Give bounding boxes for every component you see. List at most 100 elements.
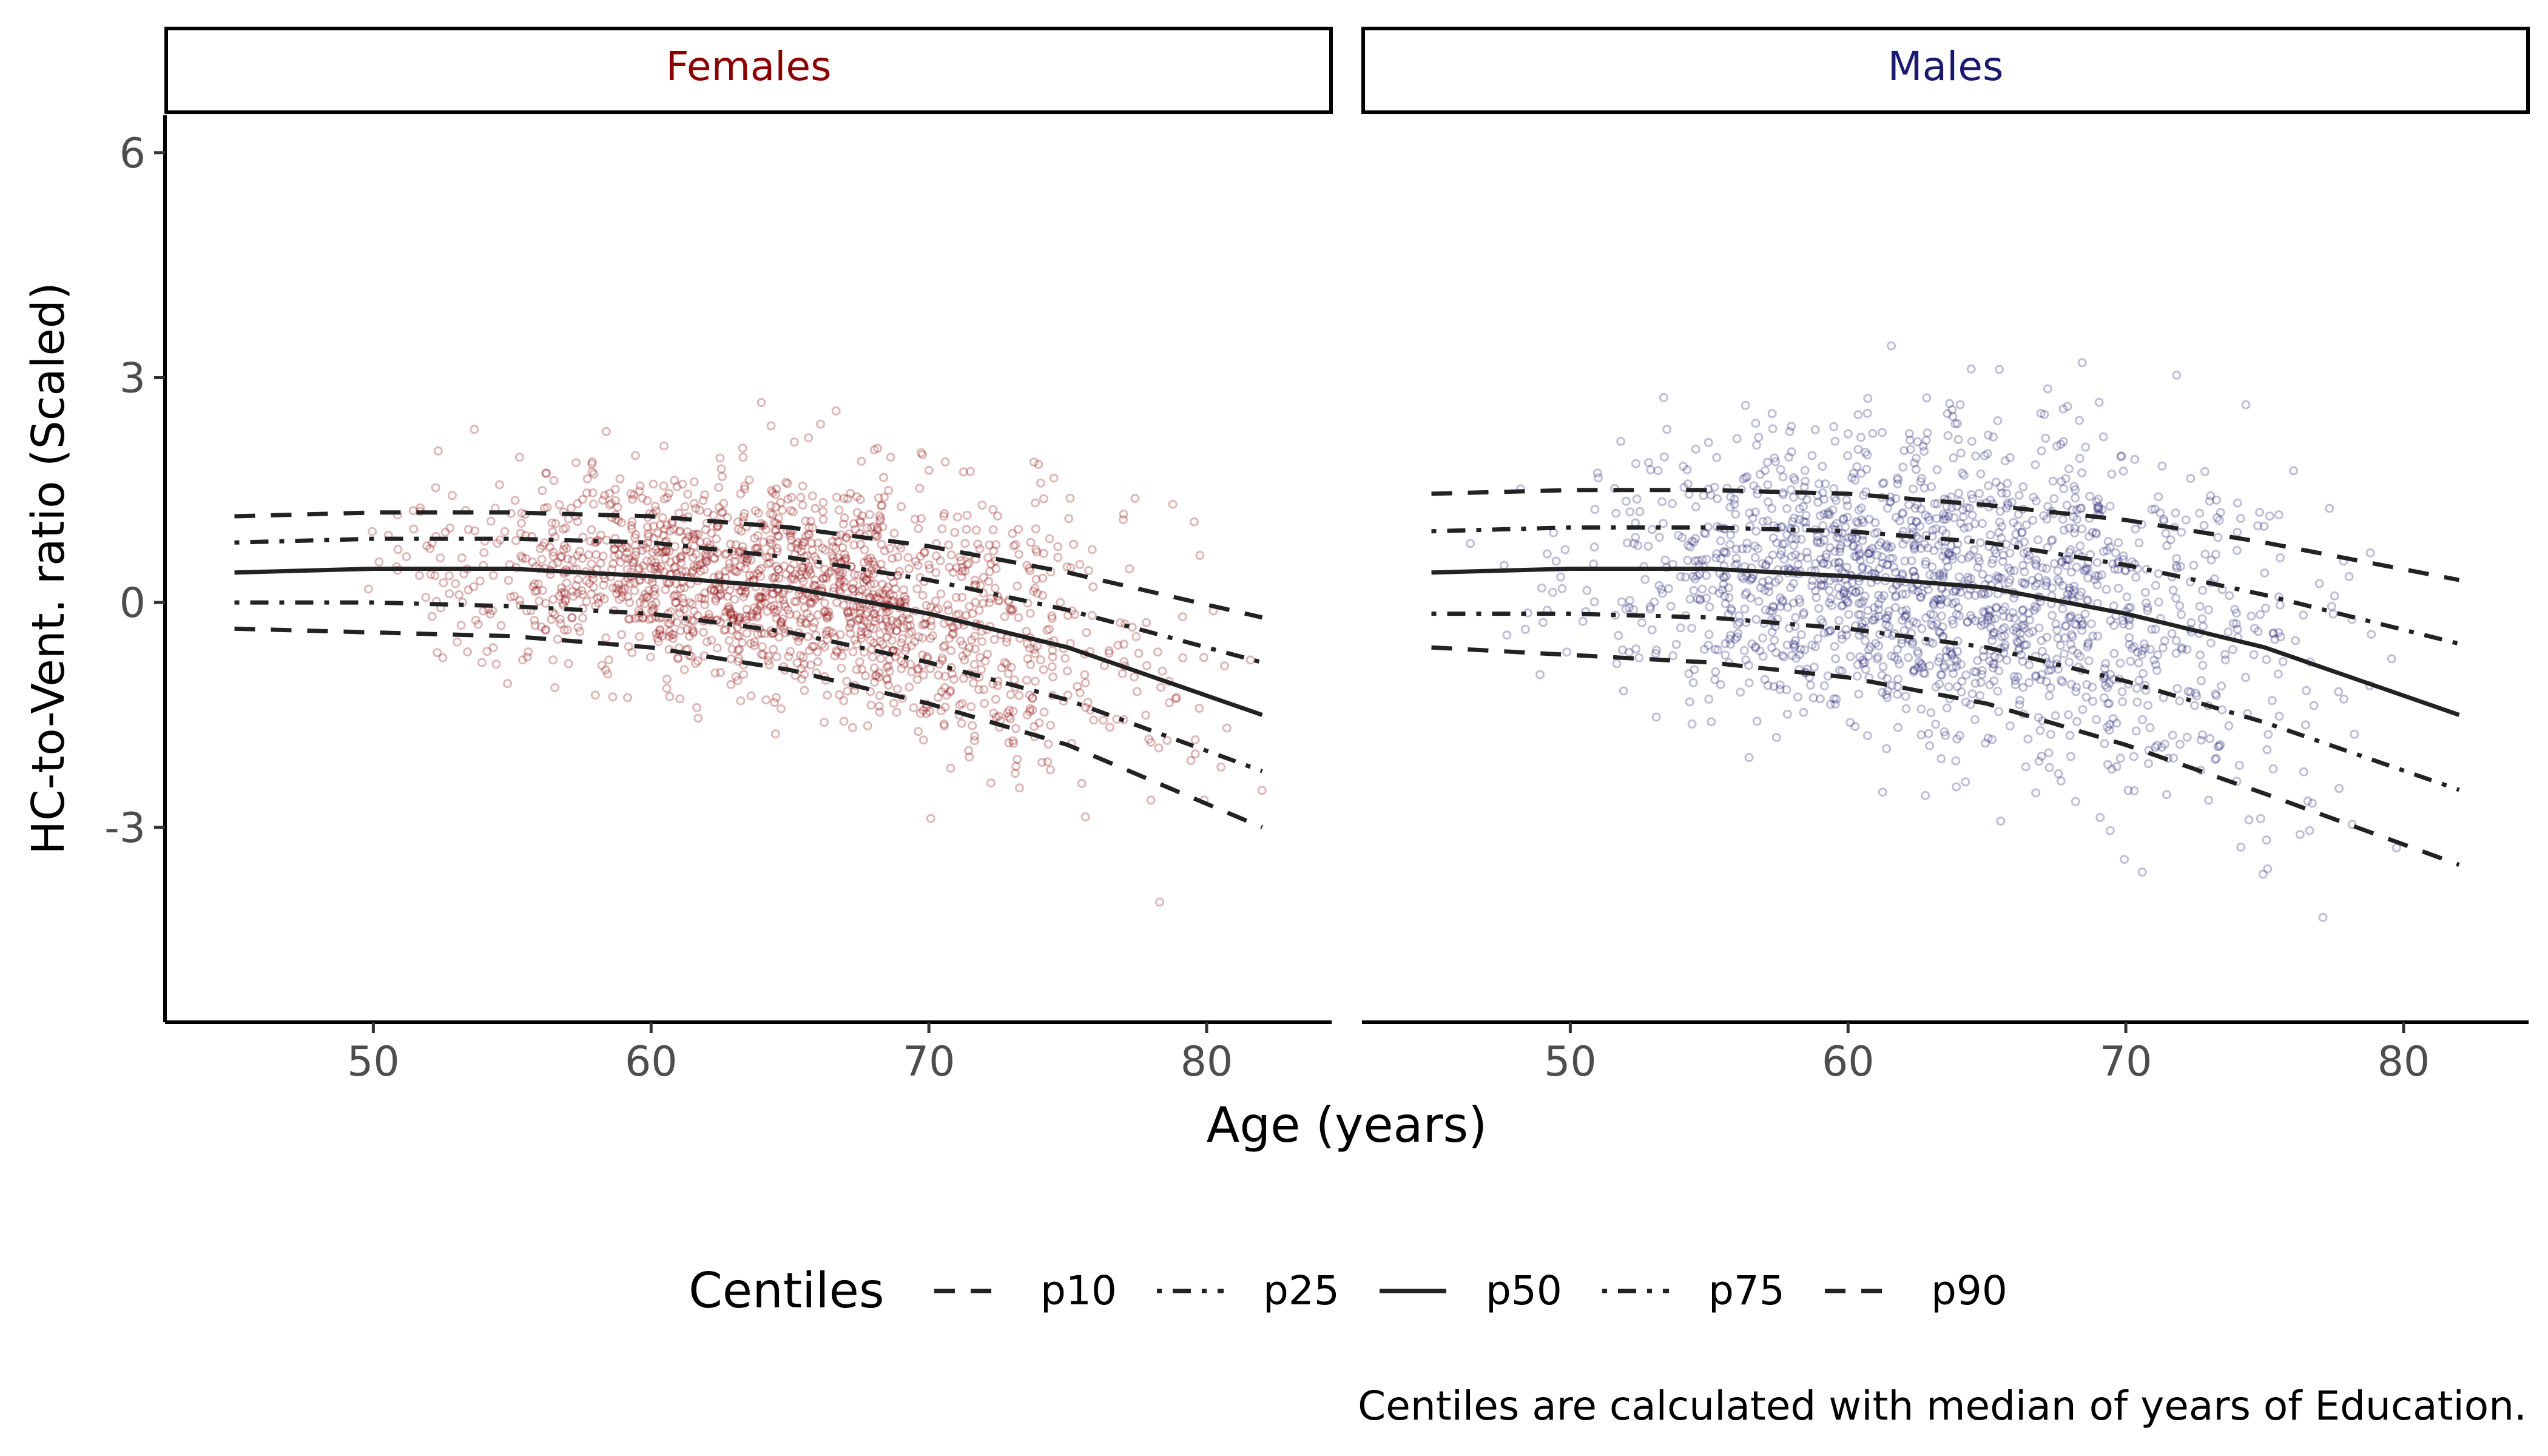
data-point: [1864, 549, 1873, 559]
data-point: [440, 527, 450, 537]
data-point: [661, 585, 670, 595]
data-point: [2094, 571, 2103, 581]
data-point: [1631, 644, 1640, 654]
data-point: [588, 488, 598, 497]
data-point: [1945, 550, 1955, 560]
data-point: [1980, 619, 1989, 629]
data-point: [1810, 662, 1819, 672]
data-point: [1767, 627, 1777, 637]
data-point: [1756, 583, 1765, 593]
data-point: [806, 599, 815, 608]
data-point: [568, 555, 577, 565]
data-point: [515, 596, 525, 605]
data-point: [1744, 661, 1753, 670]
data-point: [1763, 681, 1773, 690]
data-point: [952, 563, 962, 573]
data-point: [2091, 571, 2100, 581]
data-point: [1853, 518, 1863, 528]
data-point: [1907, 583, 1917, 593]
data-point: [610, 551, 619, 561]
data-point: [876, 501, 886, 511]
data-point: [556, 619, 565, 629]
data-point: [1972, 667, 1981, 677]
data-point: [664, 627, 674, 636]
data-point: [875, 637, 885, 647]
data-point: [566, 504, 576, 513]
data-point: [661, 554, 670, 564]
data-point: [1849, 468, 1858, 478]
data-point: [882, 617, 892, 627]
data-point: [774, 573, 784, 583]
data-point: [2084, 656, 2094, 666]
data-point: [2020, 579, 2030, 589]
data-point: [524, 647, 533, 657]
data-point: [834, 571, 844, 581]
data-point: [962, 560, 972, 570]
data-point: [627, 558, 637, 567]
data-point: [883, 582, 892, 592]
data-point: [986, 593, 995, 603]
data-point: [573, 622, 583, 632]
data-point: [1861, 636, 1870, 645]
data-point: [556, 583, 566, 593]
data-point: [1691, 502, 1700, 511]
data-point: [2041, 433, 2051, 443]
data-point: [2216, 508, 2225, 517]
data-point: [1727, 605, 1736, 615]
data-point: [670, 590, 680, 600]
data-point: [2067, 630, 2077, 639]
data-point: [2064, 583, 2074, 593]
data-point: [776, 497, 786, 507]
data-point: [682, 625, 692, 635]
data-point: [1990, 545, 1999, 555]
data-point: [2003, 479, 2012, 488]
data-point: [1844, 610, 1853, 619]
data-point: [1645, 604, 1655, 614]
data-point: [857, 630, 866, 639]
data-point: [869, 561, 879, 570]
data-point: [1991, 477, 2001, 487]
data-point: [1983, 449, 1992, 459]
data-point: [754, 565, 764, 575]
data-point: [1956, 659, 1966, 669]
data-point: [1647, 625, 1657, 635]
data-point: [2137, 868, 2147, 877]
data-point: [1778, 472, 1788, 482]
data-point: [1925, 637, 1935, 647]
data-point: [1009, 675, 1019, 685]
data-point: [879, 473, 888, 482]
data-point: [948, 568, 958, 577]
data-point: [1647, 525, 1657, 534]
data-point: [1938, 570, 1947, 580]
data-point: [769, 517, 779, 527]
data-point: [800, 659, 809, 669]
data-point: [1834, 616, 1844, 625]
data-point: [846, 629, 855, 638]
data-point: [561, 523, 571, 533]
data-point: [1835, 533, 1844, 543]
data-point: [2035, 726, 2045, 735]
data-point: [1929, 571, 1939, 581]
data-point: [730, 557, 740, 566]
data-point: [863, 554, 872, 564]
data-point: [659, 441, 669, 451]
data-point: [1708, 585, 1717, 595]
data-point: [1025, 643, 1034, 653]
data-point: [2159, 514, 2168, 524]
data-point: [662, 675, 672, 684]
data-point: [2168, 730, 2177, 740]
data-point: [1038, 573, 1048, 583]
data-point: [635, 598, 645, 607]
data-point: [1900, 556, 1910, 566]
data-point: [624, 642, 633, 652]
data-point: [1625, 507, 1635, 517]
data-point: [510, 496, 520, 505]
data-point: [1906, 516, 1916, 525]
data-point: [1030, 722, 1039, 731]
data-point: [1862, 408, 1872, 418]
data-point: [2100, 681, 2110, 690]
data-point: [2085, 531, 2094, 541]
data-point: [1851, 587, 1861, 597]
data-point: [724, 602, 733, 612]
data-point: [1992, 604, 2001, 613]
